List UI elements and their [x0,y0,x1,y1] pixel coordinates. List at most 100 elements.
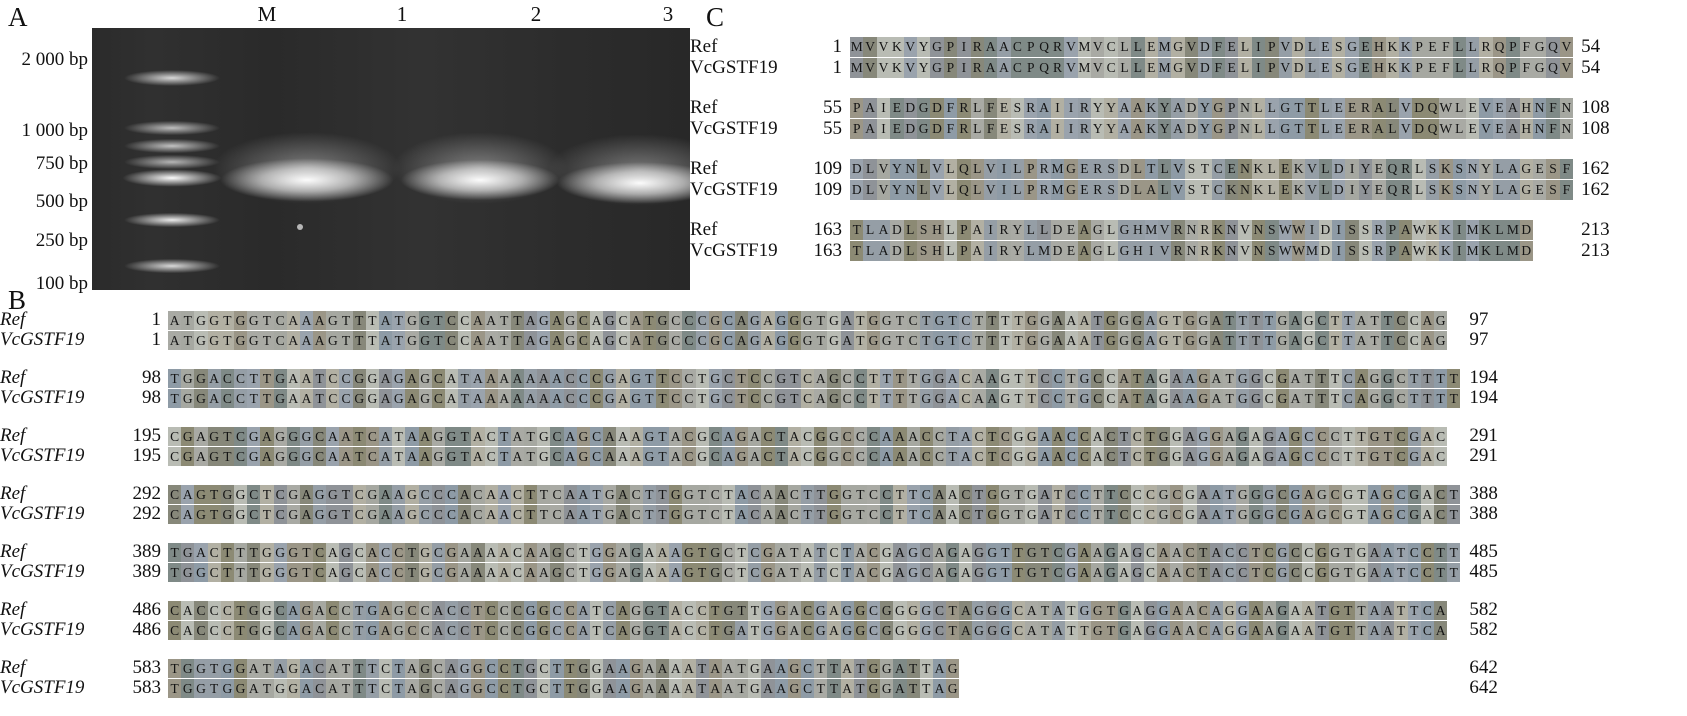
residue-cell: G [1262,484,1276,504]
residue-cell: C [1315,330,1329,350]
residue-cell: A [932,658,947,678]
residue-cell: G [194,678,208,698]
residue-cell: G [1117,330,1131,350]
residue-cell: C [1143,484,1158,504]
residue-cell: G [247,426,261,446]
residue-cell: L [1385,118,1400,139]
residue-cell: Y [1010,219,1025,240]
residue-cell: G [260,600,274,620]
residue-cell: G [774,620,788,640]
residue-cell: T [1262,310,1276,330]
residue-cell: C [682,620,696,640]
residue-cell: G [1183,310,1197,330]
residue-cell: T [497,330,511,350]
residue-cell: T [866,388,881,408]
residue-cell: T [735,388,749,408]
residue-cell: L [1104,219,1118,240]
residue-cell: T [1341,562,1355,582]
residue-cell: C [207,620,221,640]
residue-cell: G [1275,330,1289,350]
residue-cell: A [1117,562,1131,582]
residue-cell: L [970,97,984,118]
sequence-start-index: 98 [142,387,161,408]
residue-cell: G [194,562,208,582]
residue-cell: C [853,426,867,446]
residue-cell: A [392,504,406,524]
residue-cell: G [1157,446,1171,466]
residue-cell: C [708,446,722,466]
residue-cell: T [1198,179,1212,200]
residue-cell: G [985,620,999,640]
residue-cell: L [1465,57,1480,78]
residue-cell: T [1170,310,1184,330]
residue-cell: G [708,330,722,350]
residue-cell: C [458,620,472,640]
residue-cell: C [721,562,736,582]
residue-cell: F [1439,36,1453,57]
residue-cell: G [603,388,617,408]
residue-cell: T [260,330,274,350]
residue-cell: G [405,484,419,504]
residue-cell: A [616,562,630,582]
residue-cell: G [866,310,881,330]
sequence-end-index: 162 [1581,178,1610,200]
residue-cell: G [1157,600,1171,620]
residue-cell: I [1144,240,1158,261]
residue-cell: T [510,678,525,698]
residue-cell: G [1143,600,1158,620]
residue-cell: K [1425,219,1440,240]
residue-cell: L [1157,158,1172,179]
residue-cell: C [563,600,577,620]
residue-cell: G [708,542,722,562]
residue-cell: G [1519,179,1533,200]
residue-cell: A [1209,542,1223,562]
residue-cell: A [970,219,984,240]
residue-cell: N [1238,97,1252,118]
residue-cell: A [761,484,775,504]
residue-cell: K [1439,240,1453,261]
residue-cell: G [458,658,472,678]
residue-cell: Y [1157,97,1172,118]
residue-cell: T [893,504,907,524]
residue-cell: G [247,446,261,466]
residue-cell: A [1171,97,1185,118]
residue-cell: A [497,368,511,388]
residue-cell: G [1381,388,1395,408]
residue-cell: G [1091,620,1105,640]
residue-cell: C [458,600,472,620]
residue-cell: C [220,388,234,408]
residue-cell: C [484,426,498,446]
residue-cell: C [233,446,248,466]
residue-cell: G [524,620,538,640]
residue-cell: T [1196,562,1210,582]
residue-cell: G [1407,446,1421,466]
residue-cell: A [537,368,551,388]
residue-cell: V [930,179,944,200]
residue-cell: A [735,504,749,524]
residue-cell: C [168,426,182,446]
residue-cell: C [801,368,815,388]
residue-cell: C [313,678,327,698]
residue-cell: G [629,562,643,582]
residue-cell: G [1328,542,1342,562]
residue-cell: C [233,368,248,388]
residue-cell: C [576,368,590,388]
residue-cell: A [876,219,891,240]
residue-cell: C [1170,504,1184,524]
residue-cell: T [458,368,472,388]
residue-cell: G [827,426,841,446]
residue-cell: G [748,310,762,330]
residue-cell: C [840,368,854,388]
residue-cell: C [1064,484,1078,504]
residue-cell: G [273,446,287,466]
residue-cell: G [339,562,353,582]
residue-cell: A [484,562,498,582]
residue-cell: G [537,330,551,350]
residue-cell: G [207,310,221,330]
residue-cell: T [1315,600,1329,620]
residue-cell: A [893,426,907,446]
residue-cell: W [1412,219,1426,240]
residue-cell: T [853,504,867,524]
residue-cell: A [840,678,854,698]
